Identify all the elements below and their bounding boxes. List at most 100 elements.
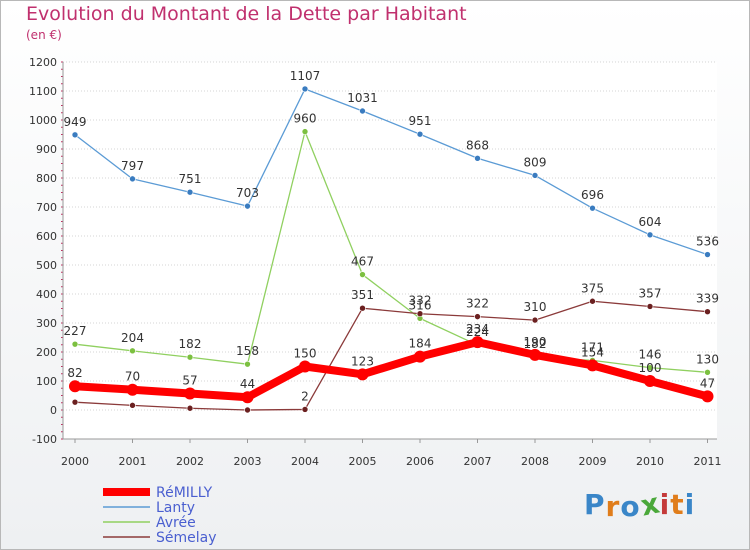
x-tick-label: 2009 bbox=[579, 455, 607, 468]
data-label: 310 bbox=[524, 300, 547, 314]
data-point bbox=[474, 313, 481, 320]
data-point bbox=[589, 204, 596, 212]
series-line bbox=[74, 300, 709, 411]
data-point bbox=[301, 128, 309, 135]
data-label: 357 bbox=[639, 286, 662, 300]
data-point bbox=[471, 336, 484, 349]
data-point bbox=[126, 383, 139, 396]
data-point bbox=[184, 387, 196, 400]
data-label: 868 bbox=[466, 138, 489, 152]
data-point bbox=[244, 202, 251, 210]
data-label: 44 bbox=[240, 377, 255, 391]
data-label: 960 bbox=[294, 112, 317, 126]
value-labels: 9497977517031107103195186880969660453622… bbox=[64, 69, 719, 403]
data-point bbox=[586, 359, 599, 372]
data-label: 696 bbox=[581, 188, 604, 202]
chart-subtitle: (en €) bbox=[26, 28, 62, 42]
proxiti-logo: Proxiti bbox=[584, 486, 696, 523]
data-label: 375 bbox=[581, 281, 604, 295]
data-point bbox=[416, 310, 424, 318]
series-line bbox=[71, 338, 712, 402]
data-point bbox=[129, 175, 136, 183]
data-point bbox=[299, 360, 311, 373]
data-label: 332 bbox=[409, 294, 432, 308]
data-label: 949 bbox=[64, 115, 87, 129]
y-tick-label: 100 bbox=[36, 375, 57, 388]
data-label: 82 bbox=[67, 366, 82, 380]
data-label: 797 bbox=[121, 159, 144, 173]
data-label: 182 bbox=[179, 337, 202, 351]
data-label: 751 bbox=[179, 172, 202, 186]
y-tick-label: 200 bbox=[36, 346, 57, 359]
data-label: 2 bbox=[301, 389, 309, 403]
data-point bbox=[704, 368, 711, 376]
data-point bbox=[704, 251, 711, 258]
x-tick-label: 2005 bbox=[349, 455, 377, 468]
data-point bbox=[414, 350, 426, 363]
data-point bbox=[71, 340, 79, 348]
data-point bbox=[244, 406, 251, 414]
data-label: 190 bbox=[524, 335, 547, 349]
data-label: 57 bbox=[182, 373, 197, 387]
x-tick-label: 2007 bbox=[464, 455, 492, 468]
data-point bbox=[529, 348, 541, 361]
data-point bbox=[701, 390, 714, 403]
data-label: 171 bbox=[581, 340, 604, 354]
x-tick-label: 2006 bbox=[406, 455, 434, 468]
data-label: 47 bbox=[700, 376, 715, 390]
data-point bbox=[359, 304, 366, 312]
y-tick-label: 500 bbox=[36, 259, 57, 272]
data-point bbox=[129, 402, 136, 409]
y-tick-label: 1100 bbox=[29, 85, 57, 98]
x-tick-label: 2011 bbox=[694, 455, 722, 468]
legend-label: RéMILLY bbox=[156, 485, 213, 501]
data-point bbox=[704, 308, 711, 315]
data-point bbox=[359, 271, 366, 278]
y-tick-label: 1000 bbox=[29, 114, 57, 127]
data-label: 536 bbox=[696, 235, 719, 249]
plot-area bbox=[63, 62, 717, 439]
data-point bbox=[244, 360, 251, 368]
data-label: 100 bbox=[639, 361, 662, 375]
data-point bbox=[531, 316, 539, 324]
series-rémilly bbox=[69, 336, 714, 404]
data-label: 316 bbox=[409, 298, 432, 312]
series-lanty bbox=[71, 85, 711, 258]
logo-letter: i bbox=[684, 488, 696, 521]
chart-title: Evolution du Montant de la Dette par Hab… bbox=[26, 3, 467, 25]
data-label: 224 bbox=[466, 325, 489, 339]
data-label: 146 bbox=[639, 348, 662, 362]
logo-letter: i bbox=[659, 488, 671, 521]
data-point bbox=[301, 406, 309, 413]
logo-letter: t bbox=[670, 488, 685, 521]
data-label: 703 bbox=[236, 186, 259, 200]
data-point bbox=[646, 364, 654, 371]
legend-label: Lanty bbox=[156, 500, 195, 516]
x-tick-label: 2003 bbox=[234, 455, 262, 468]
data-point bbox=[301, 85, 309, 93]
y-tick-label: 800 bbox=[36, 172, 57, 185]
data-label: 322 bbox=[466, 297, 489, 311]
x-tick-label: 2000 bbox=[61, 455, 89, 468]
data-label: 70 bbox=[125, 370, 140, 384]
series-line bbox=[74, 130, 709, 373]
legend-label: Sémelay bbox=[156, 530, 217, 546]
data-point bbox=[644, 375, 656, 387]
data-label: 234 bbox=[466, 322, 489, 336]
series-line bbox=[74, 88, 709, 256]
data-point bbox=[474, 154, 481, 162]
data-point bbox=[531, 172, 539, 179]
y-tick-label: 400 bbox=[36, 288, 57, 301]
data-label: 184 bbox=[409, 337, 432, 351]
data-label: 351 bbox=[351, 288, 374, 302]
data-point bbox=[356, 368, 369, 381]
y-tick-label: 1200 bbox=[29, 56, 57, 69]
x-tick-label: 2004 bbox=[291, 455, 319, 468]
data-label: 467 bbox=[351, 255, 374, 269]
data-label: 150 bbox=[294, 347, 317, 361]
y-tick-label: 0 bbox=[50, 404, 57, 417]
data-label: 339 bbox=[696, 292, 719, 306]
y-tick-label: 300 bbox=[36, 317, 57, 330]
